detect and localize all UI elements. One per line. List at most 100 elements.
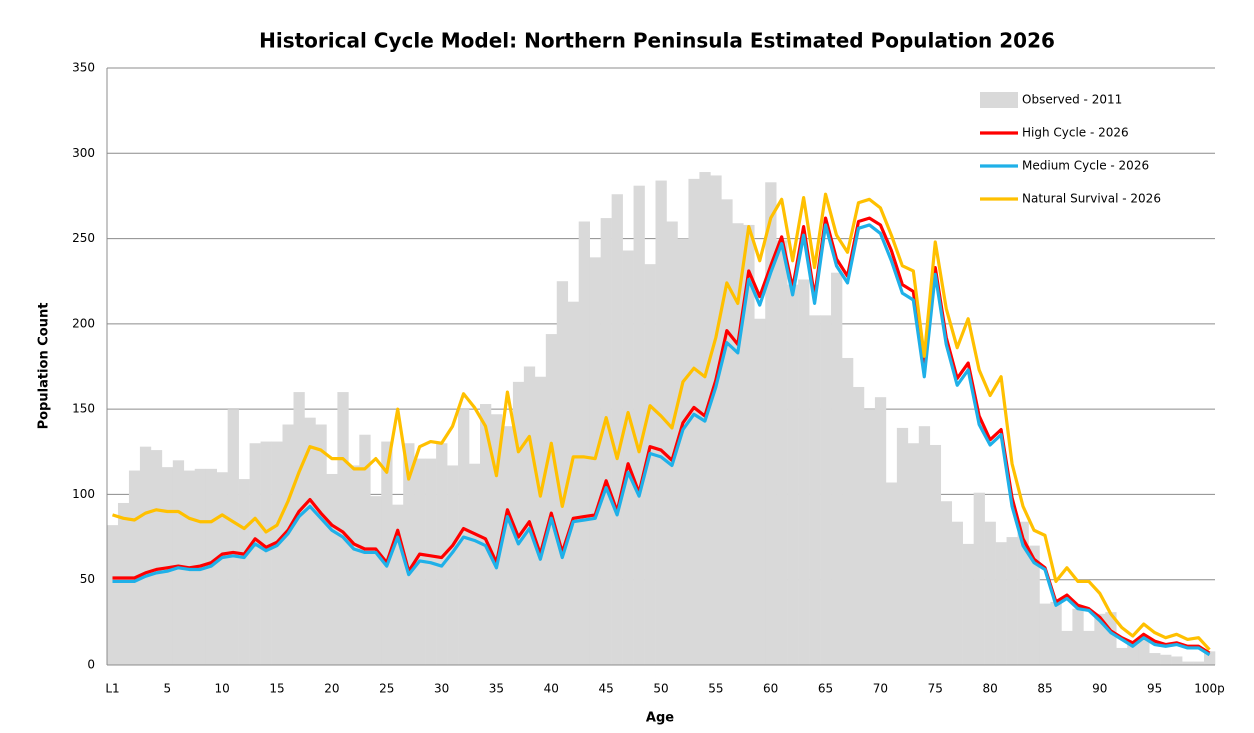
y-tick-label: 150 (72, 402, 95, 416)
bar (304, 417, 316, 665)
bar (721, 199, 733, 665)
y-tick-label: 50 (80, 572, 95, 586)
bar (128, 470, 141, 665)
legend-label: Natural Survival - 2026 (1022, 192, 1161, 206)
bar (863, 409, 876, 665)
bar (600, 218, 612, 666)
bar (589, 257, 601, 665)
bar (293, 392, 305, 665)
x-tick-label: 60 (763, 682, 778, 696)
bar (534, 376, 547, 665)
bar (1171, 656, 1183, 665)
bar (874, 397, 887, 665)
bar (348, 465, 360, 665)
x-tick-label: 100p (1194, 682, 1225, 696)
x-tick-label: 15 (269, 682, 284, 696)
bar (820, 315, 832, 665)
bar (337, 392, 349, 665)
bar (951, 521, 963, 665)
bar (776, 240, 788, 665)
bar (260, 441, 272, 665)
bar (117, 502, 130, 665)
y-tick-label: 0 (87, 658, 95, 672)
x-tick-label: 80 (982, 682, 997, 696)
x-tick-label: 90 (1092, 682, 1107, 696)
bar (161, 467, 174, 665)
bar (381, 441, 393, 665)
bar (315, 424, 327, 665)
bar (1017, 521, 1029, 665)
x-tick-label: 95 (1147, 682, 1162, 696)
bar (479, 404, 492, 665)
bar (907, 443, 920, 665)
bar (655, 180, 667, 665)
bar (973, 492, 985, 665)
bar (754, 318, 766, 665)
bar (1039, 603, 1051, 665)
bar (743, 224, 755, 665)
bar (107, 525, 119, 665)
x-tick-label: 40 (544, 682, 559, 696)
bar (1105, 612, 1117, 665)
bar (139, 446, 152, 665)
bar (501, 426, 514, 665)
bar (392, 504, 404, 665)
legend-label: Observed - 2011 (1022, 93, 1122, 107)
x-tick-label: 65 (818, 682, 833, 696)
bar (1138, 639, 1150, 665)
x-tick-label: 45 (599, 682, 614, 696)
bar (447, 465, 459, 665)
y-tick-label: 100 (72, 487, 95, 501)
bar (578, 221, 590, 665)
bar (732, 223, 744, 665)
x-tick-label: 70 (873, 682, 888, 696)
bar (831, 272, 843, 665)
bar (567, 301, 580, 665)
bar (677, 238, 689, 666)
bar (216, 472, 228, 665)
x-tick-label: 85 (1037, 682, 1052, 696)
x-tick-label: L1 (105, 682, 119, 696)
bar (1204, 651, 1216, 665)
bar (436, 443, 448, 665)
x-tick-label: 55 (708, 682, 723, 696)
line (112, 223, 1211, 657)
bar (1083, 630, 1095, 665)
x-tick-label: 20 (324, 682, 339, 696)
bar (469, 463, 481, 665)
bar (995, 542, 1007, 665)
bar (1050, 601, 1062, 665)
x-tick-label: 75 (928, 682, 943, 696)
bar (710, 175, 722, 665)
bar (556, 281, 569, 665)
bar (644, 264, 656, 665)
bar (490, 414, 503, 665)
bar (1006, 537, 1018, 665)
x-tick-label: 30 (434, 682, 449, 696)
bar (1182, 661, 1194, 665)
bar (984, 521, 996, 665)
bar (896, 427, 909, 665)
bar (688, 178, 700, 665)
bar (271, 441, 283, 665)
legend-swatch (980, 92, 1018, 108)
bar (238, 479, 250, 665)
bar (798, 279, 810, 665)
bar (545, 334, 558, 665)
x-tick-label: 10 (215, 682, 230, 696)
bar (1061, 630, 1073, 665)
bar (666, 221, 678, 665)
x-tick-label: 50 (653, 682, 668, 696)
bar (326, 473, 338, 665)
bar (1149, 653, 1161, 665)
bar (622, 250, 634, 666)
y-tick-label: 250 (72, 231, 95, 245)
bar (249, 443, 261, 665)
y-axis-title: Population Count (37, 303, 52, 430)
bar (403, 443, 415, 665)
legend-label: Medium Cycle - 2026 (1022, 159, 1149, 173)
bar (918, 426, 931, 665)
bar (852, 386, 865, 665)
